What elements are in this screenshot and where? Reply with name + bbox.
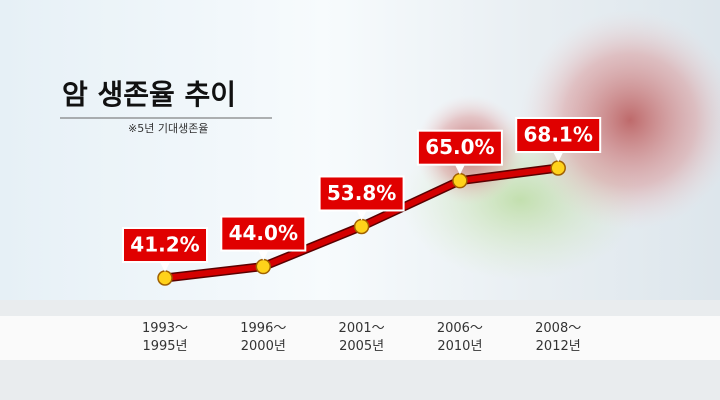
label-box [416,129,503,166]
label-box [220,215,307,252]
plot: 41.2% 44.0% 53.8% 65.0% 68.1% [122,117,602,286]
data-label: 44.0% [229,221,298,245]
decoration [520,10,720,230]
x-tick-label: 2008～ 2012년 [535,321,582,354]
marker [255,258,272,275]
label-box [318,175,405,212]
x-tick-label: 1993～ 1995년 [141,321,189,354]
x-tick-label: 1996～ 2000년 [240,321,287,354]
category-band [0,316,720,360]
x-tick-label: 2006～ 2010년 [436,321,483,354]
x-tick-label: 2001～ 2005년 [338,321,385,354]
data-label: 53.8% [327,181,396,205]
data-label: 68.1% [524,123,593,147]
data-label: 41.2% [130,233,199,257]
label-box [515,117,602,153]
label-box [122,227,208,263]
marker [452,172,468,189]
chart-title: 암 생존율 추이 [62,78,236,111]
data-label: 65.0% [425,135,494,159]
chart-subtitle: ※5년 기대생존율 [128,122,208,135]
marker [157,270,173,286]
marker [353,218,370,235]
marker [550,160,566,176]
